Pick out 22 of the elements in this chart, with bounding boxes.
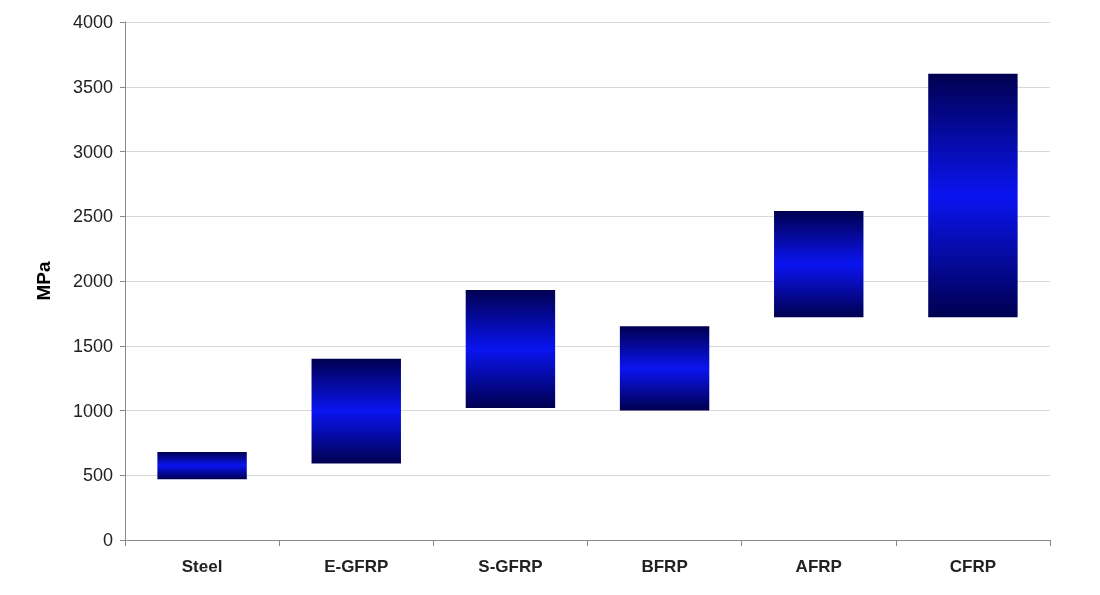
bar — [619, 326, 710, 411]
x-tick-label: CFRP — [949, 557, 997, 576]
bar — [157, 451, 247, 480]
y-tick-label: 0 — [102, 530, 113, 550]
bar — [928, 73, 1018, 318]
x-tick-label: E-GFRP — [324, 557, 389, 576]
x-tick-label: BFRP — [641, 557, 688, 576]
bar — [465, 290, 556, 408]
y-tick-label: 4000 — [72, 12, 113, 32]
y-tick-label: 1500 — [72, 335, 113, 356]
bar — [311, 358, 401, 464]
y-tick-label: 3500 — [72, 76, 113, 97]
y-tick-label: 3000 — [72, 141, 113, 162]
y-tick-label: 2000 — [72, 271, 113, 291]
x-tick-label: AFRP — [795, 557, 842, 576]
x-tick-label: Steel — [181, 557, 223, 576]
bar — [774, 211, 864, 318]
y-tick-label: 1000 — [72, 400, 113, 421]
x-tick-label: S-GFRP — [478, 557, 543, 576]
y-tick-label: 500 — [82, 465, 113, 486]
y-tick-label: 2500 — [72, 206, 113, 227]
y-axis-title: MPa — [33, 261, 54, 301]
